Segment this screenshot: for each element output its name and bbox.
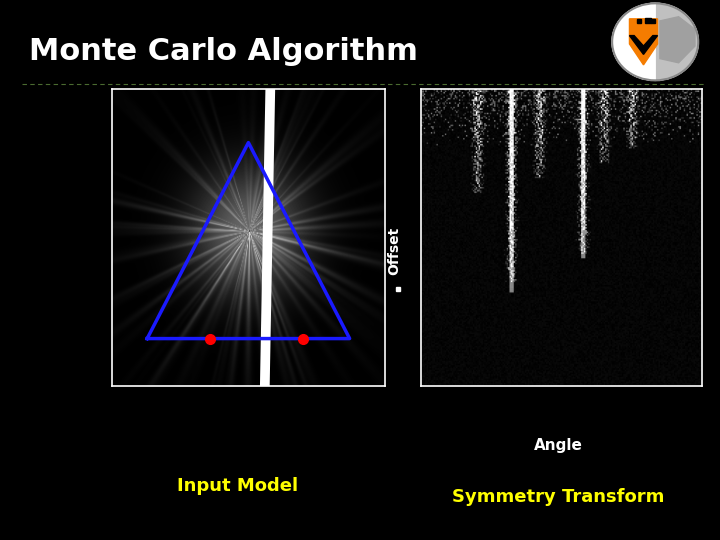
Text: Angle: Angle xyxy=(534,438,582,453)
Text: Input Model: Input Model xyxy=(177,477,298,495)
Text: Monte Carlo Algorithm: Monte Carlo Algorithm xyxy=(29,37,418,66)
Wedge shape xyxy=(612,3,655,80)
Bar xyxy=(637,19,642,23)
Circle shape xyxy=(612,3,698,80)
Polygon shape xyxy=(660,17,695,63)
Text: Offset: Offset xyxy=(387,227,402,275)
Polygon shape xyxy=(629,19,657,65)
Wedge shape xyxy=(655,3,698,80)
Polygon shape xyxy=(629,36,657,55)
Bar xyxy=(652,19,655,23)
Bar xyxy=(645,18,651,23)
Text: Symmetry Transform: Symmetry Transform xyxy=(452,488,664,506)
